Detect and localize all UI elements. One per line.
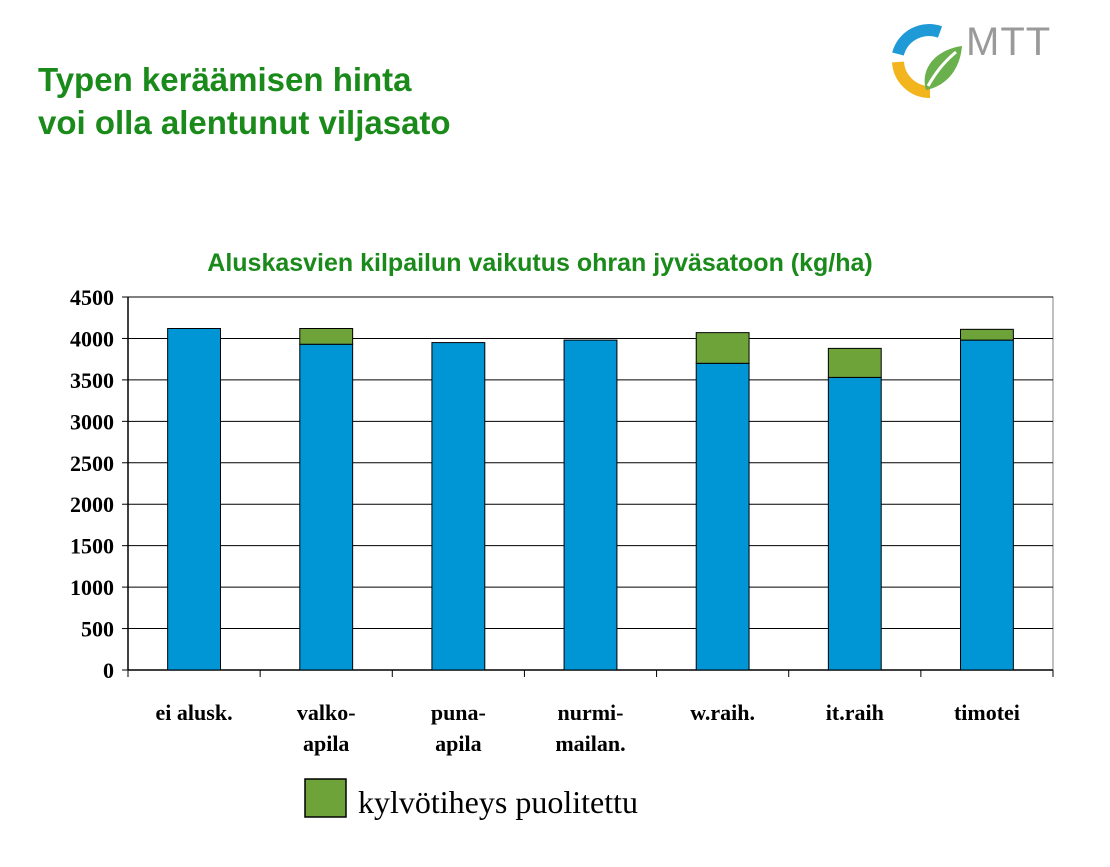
x-category-label: w.raih. [690, 700, 755, 725]
page-title-line-2: voi olla alentunut viljasato [38, 104, 451, 141]
legend: kylvötiheys puolitettu [304, 778, 638, 820]
bar-segment-extra [695, 332, 750, 364]
bar-segment-extra [299, 327, 354, 345]
mtt-logo [892, 24, 962, 99]
x-category-label: it.raih [826, 700, 884, 725]
x-category-label: nurmi-mailan. [555, 700, 625, 756]
legend-label: kylvötiheys puolitettu [358, 784, 638, 820]
y-tick-label: 3500 [70, 368, 114, 393]
page-title-line-1: Typen keräämisen hinta [38, 61, 412, 98]
x-category-label: valko-apila [297, 700, 356, 756]
y-tick-label: 1500 [70, 534, 114, 559]
y-tick-label: 1000 [70, 575, 114, 600]
x-category-label: timotei [954, 700, 1020, 725]
bar-segment-base [960, 339, 1014, 671]
bar-segment-base [695, 362, 750, 671]
y-tick-label: 3000 [70, 409, 114, 434]
chart-title: Aluskasvien kilpailun vaikutus ohran jyv… [207, 249, 872, 277]
y-tick-label: 2500 [70, 451, 114, 476]
mtt-logo-text: MTT [966, 20, 1052, 64]
y-tick-label: 0 [103, 658, 114, 683]
bar-segment-base [299, 343, 354, 671]
bar-segment-base [167, 327, 221, 671]
bar-segment-base [563, 339, 618, 671]
x-category-label: puna-apila [431, 700, 486, 756]
mtt-logo-mark-icon [892, 24, 962, 99]
bar-segment-extra [960, 328, 1014, 341]
x-category-label: ei alusk. [156, 700, 233, 725]
bar-segment-base [431, 342, 486, 671]
bar-segment-base [827, 376, 882, 671]
bar-segment-extra [827, 347, 882, 378]
page-title: Typen keräämisen hinta voi olla alentunu… [38, 58, 451, 144]
legend-swatch [304, 778, 347, 818]
y-tick-label: 4500 [70, 285, 114, 310]
y-tick-label: 500 [81, 617, 114, 642]
y-tick-label: 2000 [70, 492, 114, 517]
y-tick-label: 4000 [70, 326, 114, 351]
